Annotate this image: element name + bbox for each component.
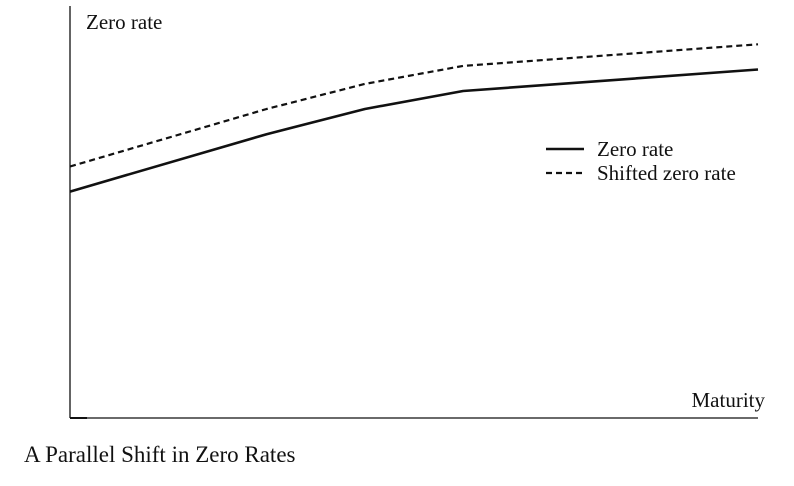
series-line-shifted-zero-rate bbox=[69, 43, 759, 168]
x-axis-label: Maturity bbox=[692, 388, 766, 412]
series-layer bbox=[69, 43, 759, 193]
legend-label-shifted-zero-rate: Shifted zero rate bbox=[597, 161, 736, 185]
y-axis-label: Zero rate bbox=[86, 10, 162, 34]
chart: Zero rate Maturity Zero rate Shifted zer… bbox=[69, 6, 766, 419]
axes bbox=[69, 6, 758, 419]
figure-caption: A Parallel Shift in Zero Rates bbox=[24, 442, 296, 467]
legend: Zero rate Shifted zero rate bbox=[546, 137, 736, 185]
legend-label-zero-rate: Zero rate bbox=[597, 137, 673, 161]
series-line-zero-rate bbox=[69, 68, 759, 193]
